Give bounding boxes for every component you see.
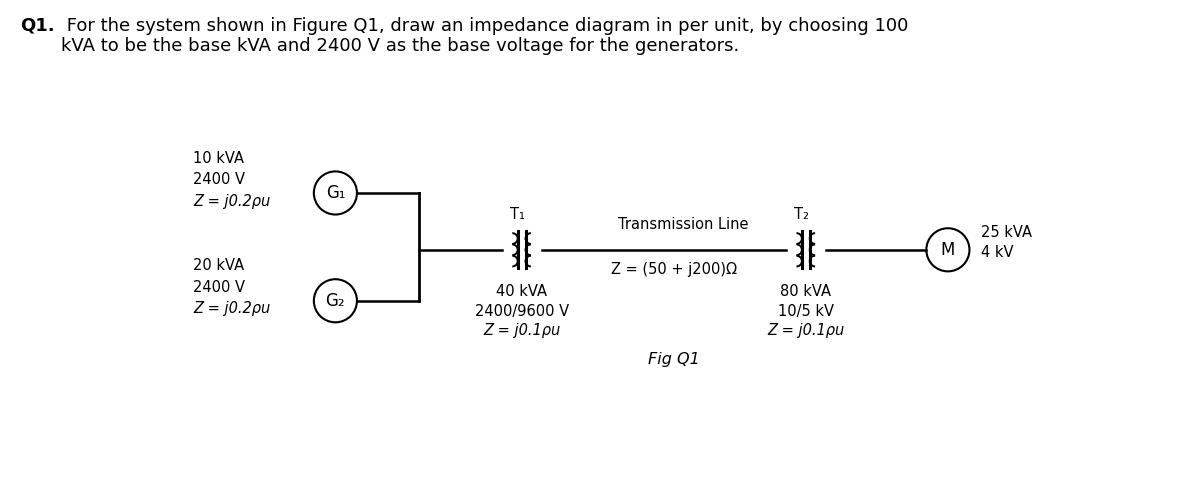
Text: G₂: G₂	[325, 292, 346, 310]
Text: 20 kVA: 20 kVA	[193, 258, 245, 273]
Text: 10 kVA: 10 kVA	[193, 151, 245, 166]
Text: T₂: T₂	[794, 207, 809, 222]
Text: 40 kVA: 40 kVA	[496, 284, 547, 299]
Text: 80 kVA: 80 kVA	[780, 284, 832, 299]
Text: 2400 V: 2400 V	[193, 172, 245, 187]
Text: T₁: T₁	[510, 207, 526, 222]
Text: 2400/9600 V: 2400/9600 V	[474, 304, 569, 319]
Text: For the system shown in Figure Q1, draw an impedance diagram in per unit, by cho: For the system shown in Figure Q1, draw …	[61, 16, 908, 55]
Text: Transmission Line: Transmission Line	[618, 217, 749, 232]
Text: Z = j0.1ρu: Z = j0.1ρu	[482, 324, 560, 338]
Text: Z = (50 + j200)Ω: Z = (50 + j200)Ω	[611, 262, 737, 276]
Text: M: M	[941, 241, 955, 259]
Text: 2400 V: 2400 V	[193, 280, 245, 295]
Text: 10/5 kV: 10/5 kV	[778, 304, 834, 319]
Text: Z = j0.1ρu: Z = j0.1ρu	[767, 324, 845, 338]
Text: 25 kVA: 25 kVA	[982, 225, 1032, 240]
Text: Z = j0.2ρu: Z = j0.2ρu	[193, 193, 270, 209]
Text: Q1.: Q1.	[20, 16, 54, 35]
Text: Fig Q1: Fig Q1	[648, 352, 700, 367]
Text: G₁: G₁	[325, 184, 346, 202]
Text: 4 kV: 4 kV	[982, 245, 1014, 260]
Text: Z = j0.2ρu: Z = j0.2ρu	[193, 301, 270, 316]
